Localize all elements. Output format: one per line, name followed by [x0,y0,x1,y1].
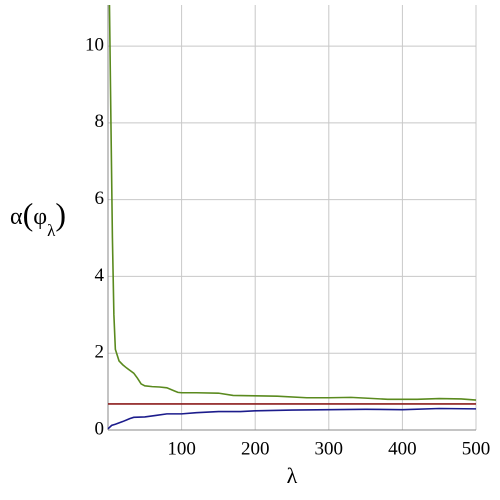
y-label-part: φ [33,204,47,230]
y-tick-label: 4 [95,265,105,286]
y-tick-label: 8 [95,111,105,132]
y-tick-label: 10 [85,34,104,55]
y-tick-label: 0 [95,418,105,439]
x-tick-label: 200 [241,438,270,459]
x-tick-label: 100 [167,438,196,459]
line-series [108,4,477,401]
y-label-part: λ [47,221,56,240]
y-tick-label: 6 [95,188,105,209]
y-axis-label: α(φλ) [10,196,66,240]
x-tick-label: 500 [462,438,491,459]
x-tick-label: 400 [388,438,417,459]
y-tick-label: 2 [95,342,105,363]
y-label-part: α [10,204,23,230]
line-series [107,407,477,430]
x-tick-label: 300 [315,438,344,459]
y-label-part: ( [23,196,34,232]
x-axis-label: λ [287,463,298,488]
y-label-part: ) [55,196,66,232]
